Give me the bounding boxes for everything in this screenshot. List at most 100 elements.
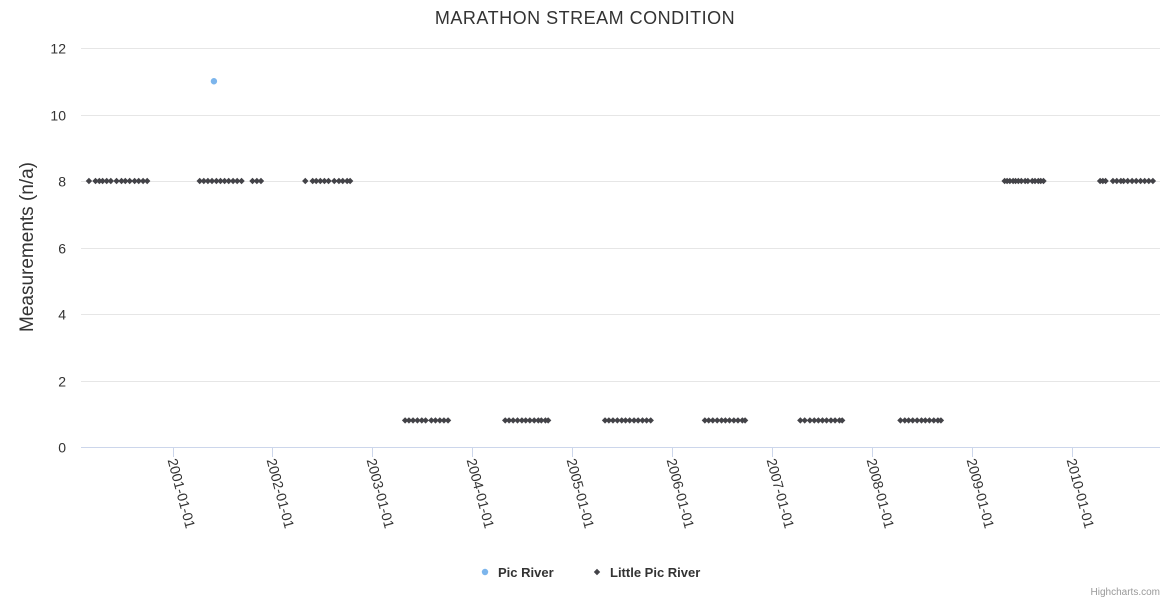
data-point[interactable] (544, 417, 552, 424)
data-point[interactable] (838, 417, 846, 424)
data-point[interactable] (313, 177, 320, 185)
data-point[interactable] (422, 417, 429, 424)
data-point[interactable] (309, 177, 316, 185)
data-point[interactable] (257, 177, 265, 185)
data-point[interactable] (1120, 177, 1127, 185)
data-point[interactable] (918, 417, 925, 424)
data-point[interactable] (823, 417, 830, 424)
data-point[interactable] (249, 177, 256, 185)
data-point[interactable] (204, 177, 212, 185)
data-point[interactable] (405, 417, 413, 424)
data-point[interactable] (122, 177, 129, 185)
data-point[interactable] (233, 177, 241, 185)
data-point[interactable] (208, 177, 216, 185)
data-point[interactable] (905, 417, 912, 424)
legend-item[interactable]: Pic River (481, 565, 554, 580)
data-point[interactable] (99, 177, 106, 185)
data-point[interactable] (526, 417, 534, 424)
data-point[interactable] (436, 417, 444, 424)
data-point[interactable] (401, 417, 409, 424)
data-point[interactable] (321, 177, 328, 185)
data-point[interactable] (819, 417, 826, 424)
data-point[interactable] (409, 417, 417, 424)
data-point[interactable] (509, 417, 517, 424)
data-point[interactable] (139, 177, 147, 185)
data-point[interactable] (103, 177, 110, 185)
data-point[interactable] (522, 417, 529, 424)
data-point[interactable] (1031, 177, 1039, 185)
data-point[interactable] (444, 417, 452, 424)
data-point[interactable] (647, 417, 654, 424)
data-point[interactable] (1145, 177, 1152, 185)
data-point[interactable] (827, 417, 835, 424)
data-point[interactable] (1133, 177, 1140, 185)
data-point[interactable] (630, 417, 638, 424)
data-point[interactable] (922, 417, 929, 424)
data-point[interactable] (718, 417, 725, 424)
data-point[interactable] (126, 177, 133, 185)
data-point[interactable] (346, 177, 354, 185)
data-point[interactable] (626, 417, 633, 424)
data-point[interactable] (797, 417, 804, 424)
data-point[interactable] (806, 417, 814, 424)
data-point[interactable] (831, 417, 839, 424)
data-point[interactable] (428, 417, 435, 424)
data-point[interactable] (1137, 177, 1144, 185)
data-point[interactable] (225, 177, 232, 185)
data-point[interactable] (418, 417, 425, 424)
data-point[interactable] (926, 417, 933, 424)
data-point[interactable] (317, 177, 324, 185)
legend-item[interactable]: Little Pic River (593, 565, 701, 580)
data-point[interactable] (335, 177, 343, 185)
data-point[interactable] (622, 417, 629, 424)
data-point[interactable] (815, 417, 822, 424)
data-point[interactable] (538, 417, 545, 424)
data-point[interactable] (414, 417, 421, 424)
data-point[interactable] (238, 177, 245, 185)
data-point[interactable] (618, 417, 625, 424)
data-point[interactable] (113, 177, 120, 185)
data-point[interactable] (221, 177, 228, 185)
data-point[interactable] (302, 177, 309, 185)
data-point[interactable] (1024, 177, 1032, 185)
data-point[interactable] (937, 417, 945, 424)
data-point[interactable] (1128, 177, 1136, 185)
data-point[interactable] (901, 417, 909, 424)
data-point[interactable] (135, 177, 142, 185)
data-point[interactable] (531, 417, 538, 424)
data-point[interactable] (713, 417, 721, 424)
data-point[interactable] (217, 177, 224, 185)
data-point[interactable] (1018, 177, 1025, 185)
data-point[interactable] (614, 417, 621, 424)
data-point[interactable] (930, 417, 938, 424)
data-point[interactable] (143, 177, 151, 185)
data-point[interactable] (701, 417, 709, 424)
data-point[interactable] (107, 177, 115, 185)
data-point[interactable] (518, 417, 526, 424)
data-point[interactable] (913, 417, 921, 424)
data-point[interactable] (601, 417, 609, 424)
data-point[interactable] (705, 417, 712, 424)
data-point[interactable] (118, 177, 125, 185)
data-point[interactable] (1113, 177, 1120, 185)
data-point[interactable] (210, 78, 218, 85)
data-point[interactable] (440, 417, 448, 424)
data-point[interactable] (730, 417, 738, 424)
data-point[interactable] (1040, 177, 1047, 185)
data-point[interactable] (741, 417, 749, 424)
data-point[interactable] (1006, 177, 1014, 185)
data-point[interactable] (609, 417, 617, 424)
data-point[interactable] (801, 417, 808, 424)
data-point[interactable] (339, 177, 346, 185)
data-point[interactable] (909, 417, 916, 424)
data-point[interactable] (92, 177, 99, 185)
data-point[interactable] (325, 177, 332, 185)
data-point[interactable] (634, 417, 642, 424)
data-point[interactable] (1124, 177, 1131, 185)
data-point[interactable] (514, 417, 521, 424)
data-point[interactable] (229, 177, 237, 185)
data-point[interactable] (811, 417, 818, 424)
data-point[interactable] (331, 177, 338, 185)
data-point[interactable] (196, 177, 203, 185)
data-point[interactable] (96, 177, 103, 185)
